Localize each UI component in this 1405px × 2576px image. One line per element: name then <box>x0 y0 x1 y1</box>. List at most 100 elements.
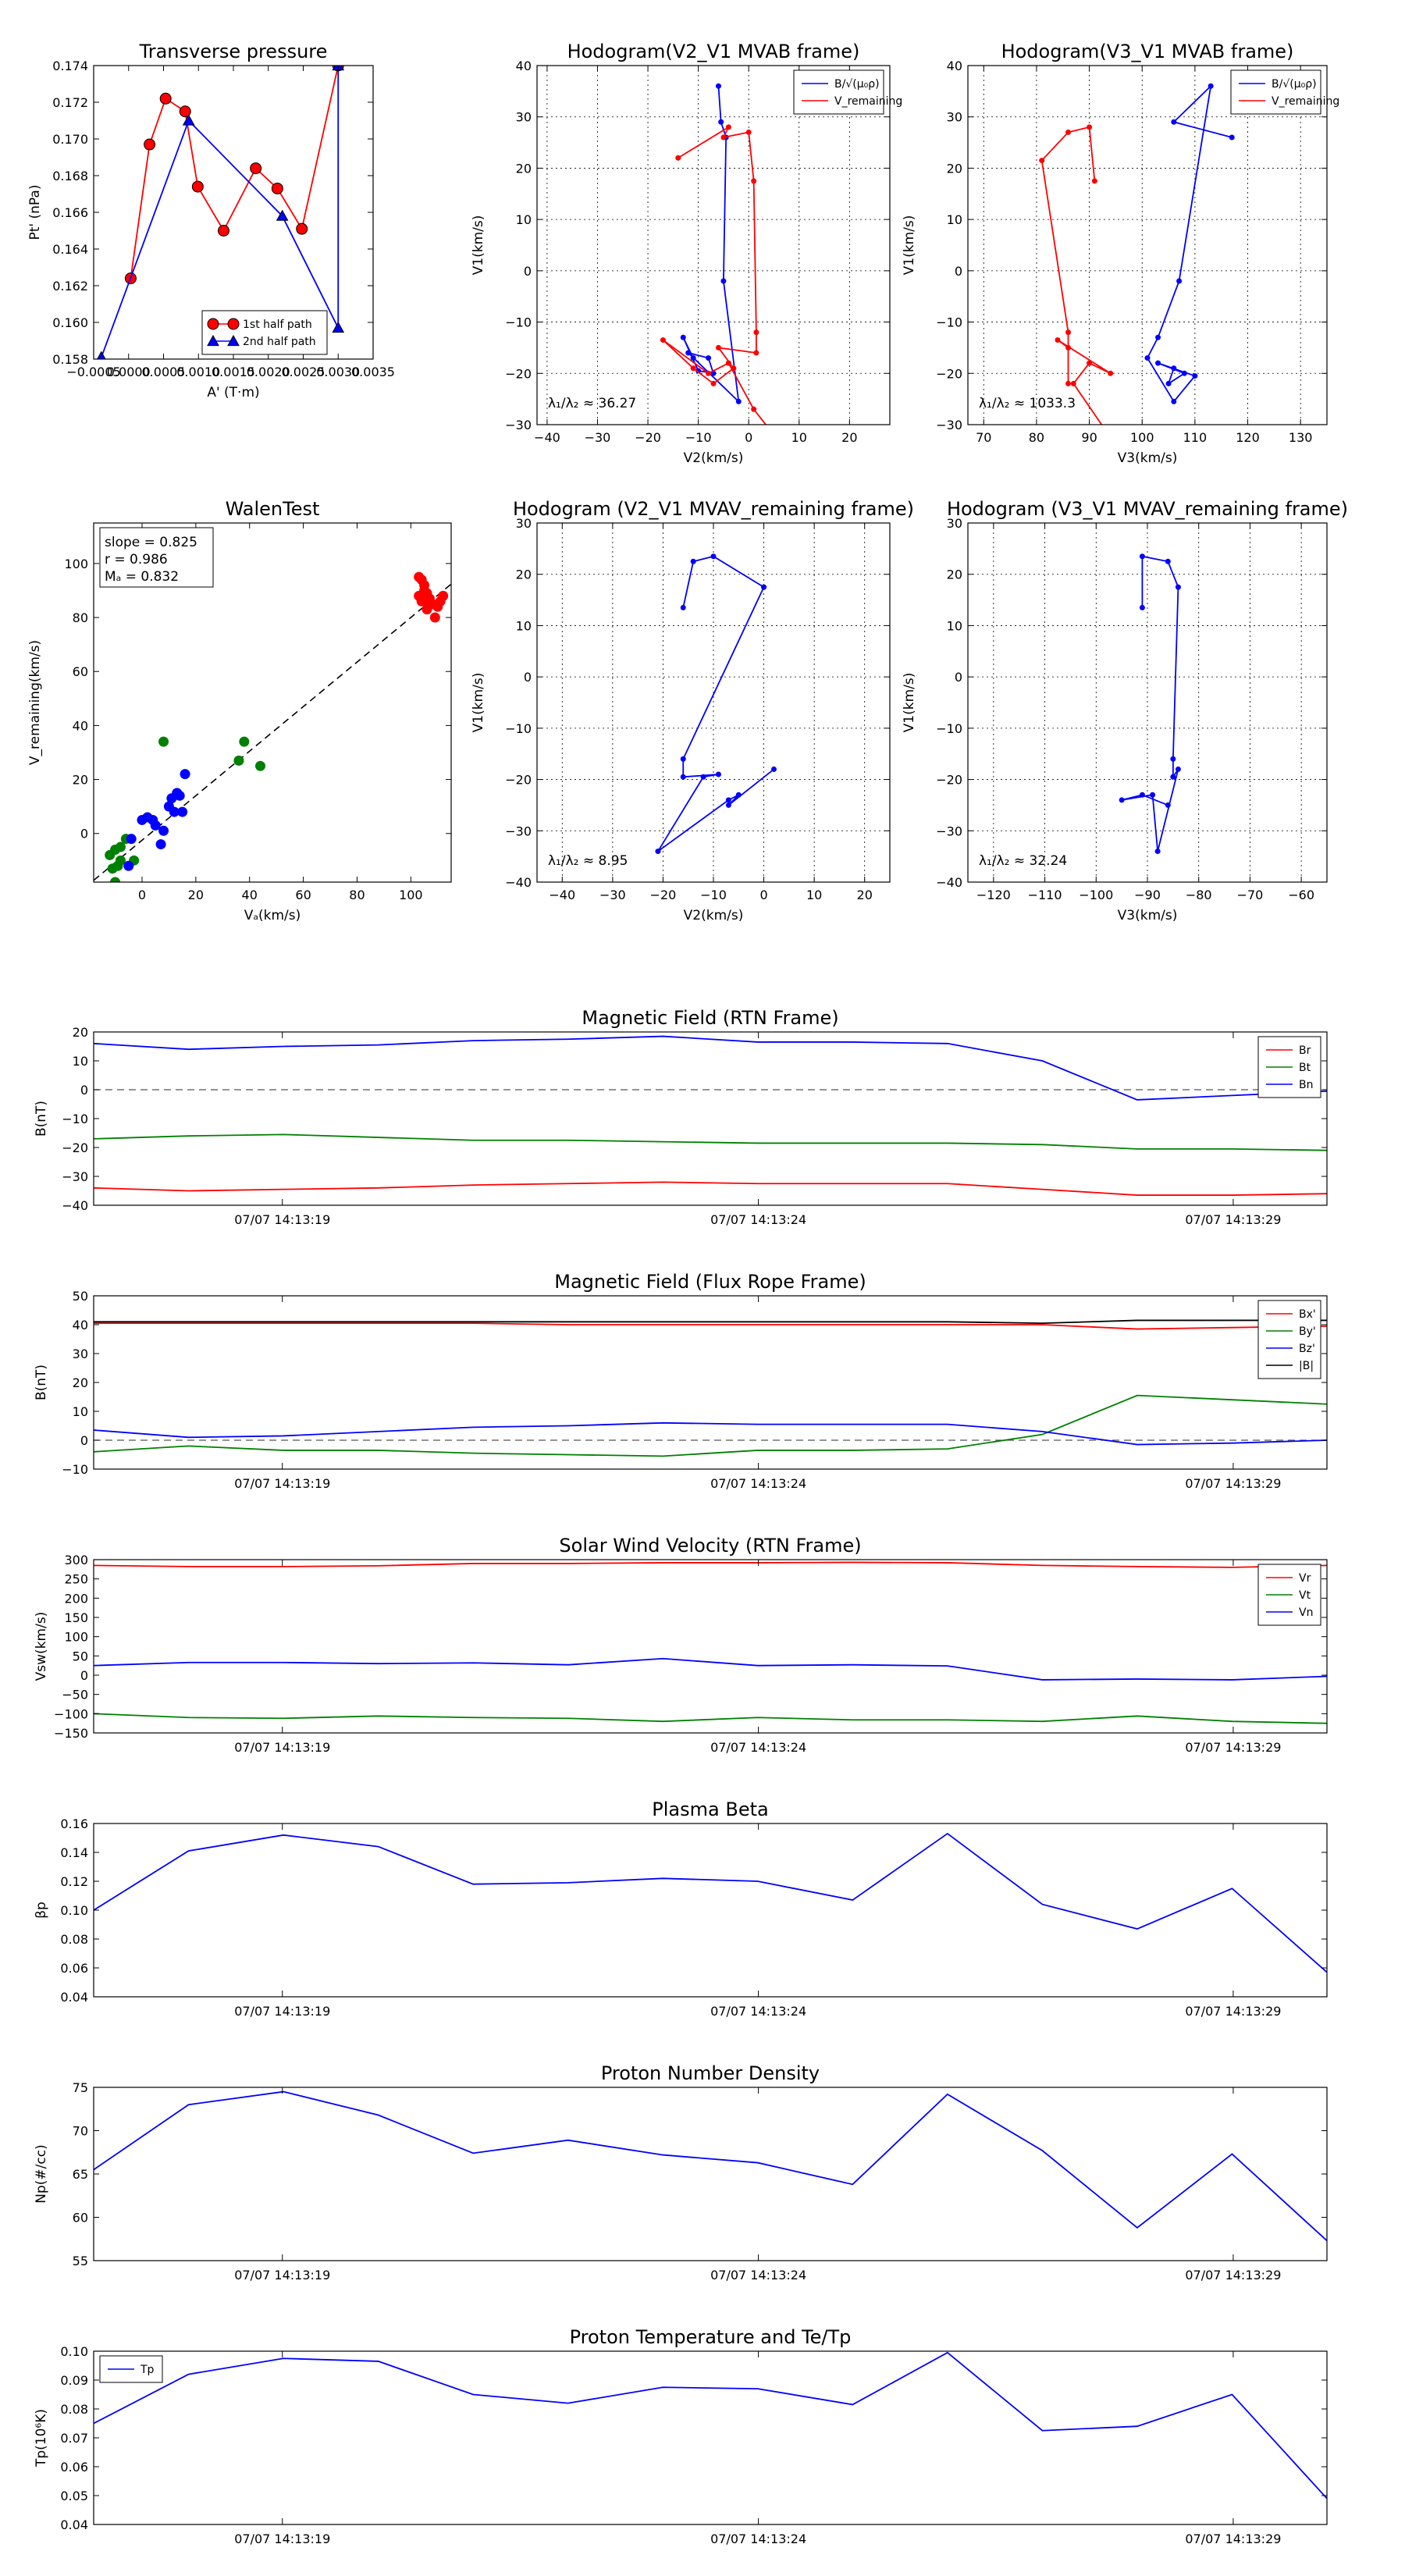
x-tick-label: 0.0035 <box>351 365 395 379</box>
data-point <box>1139 604 1145 610</box>
data-point <box>1113 443 1119 448</box>
data-point <box>770 766 777 772</box>
x-tick-label: 0.0015 <box>212 365 255 379</box>
legend-label: Bz' <box>1299 1343 1315 1355</box>
data-point <box>1055 337 1061 343</box>
x-tick-label: −90 <box>1134 888 1161 902</box>
y-tick-label: −10 <box>936 315 962 330</box>
y-tick-label: −30 <box>505 824 532 838</box>
data-point <box>150 820 161 831</box>
y-tick-label: 0.10 <box>60 1903 88 1918</box>
data-point <box>1192 373 1198 379</box>
chart-hodogram_v2_v1_mvav: −40 −30 −20 −10 0 10 20 −40 −30 −20 −10 0 10 20 30Hodo… <box>471 498 914 923</box>
x-tick-label: 0.0000 <box>107 365 151 379</box>
x-tick-label: 07/07 14:13:24 <box>710 2004 806 2019</box>
chart-title: Hodogram (V2_V1 MVAV_remaining frame) <box>513 498 914 520</box>
y-tick-label: 0.166 <box>52 205 88 220</box>
plot-area <box>1119 553 1181 855</box>
y-tick-label: 20 <box>516 568 532 582</box>
data-point <box>725 797 731 803</box>
y-tick-label: 10 <box>947 618 962 633</box>
y-axis-label: Tp(10⁶K) <box>34 2409 49 2467</box>
chart-title: Hodogram (V3_V1 MVAV_remaining frame) <box>947 498 1348 520</box>
x-tick-label: −120 <box>976 888 1011 902</box>
series-line <box>662 125 767 425</box>
plot-area <box>94 2351 1327 2500</box>
y-tick-label: 0 <box>80 827 88 841</box>
y-axis-label: V_remaining(km/s) <box>27 640 43 765</box>
y-tick-label: 10 <box>947 212 962 227</box>
axes-frame <box>93 2087 1328 2261</box>
data-point <box>419 580 430 591</box>
data-point <box>725 360 731 366</box>
data-point <box>239 736 250 747</box>
y-tick-label: 10 <box>73 1054 88 1069</box>
y-tick-label: 0 <box>955 264 962 279</box>
legend-marker <box>207 334 219 347</box>
axes-frame <box>93 1031 1328 1206</box>
series-V_remaining <box>655 553 777 855</box>
data-point <box>1087 360 1093 366</box>
data-point <box>1165 380 1172 386</box>
data-point <box>660 337 666 343</box>
legend-label: Bt <box>1299 1062 1311 1074</box>
x-tick-label: 0 <box>759 888 767 902</box>
data-point <box>414 590 425 601</box>
data-point <box>690 355 696 361</box>
y-tick-label: 0.14 <box>60 1845 88 1860</box>
x-tick-label: 70 <box>976 430 991 445</box>
plot-area <box>94 571 451 882</box>
y-tick-label: 100 <box>64 1630 88 1645</box>
x-tick-label: −30 <box>599 888 626 902</box>
series-line-Bx' <box>94 1322 1327 1330</box>
y-tick-label: 10 <box>516 212 532 227</box>
data-point <box>1139 792 1145 798</box>
data-point <box>1065 129 1072 135</box>
series-V_remaining <box>1119 553 1181 855</box>
legend-label: V_remaining <box>1272 95 1339 108</box>
y-axis-label: Pt' (nPa) <box>27 185 43 240</box>
y-tick-label: 20 <box>947 568 962 582</box>
plot-area <box>94 2090 1327 2242</box>
x-tick-label: 100 <box>399 888 423 902</box>
data-point <box>250 162 262 175</box>
legend-label: By' <box>1299 1325 1316 1338</box>
x-tick-label: 0.0010 <box>176 365 220 379</box>
x-tick-label: −60 <box>1288 888 1314 902</box>
y-tick-label: 150 <box>64 1610 88 1625</box>
stats-line: r = 0.986 <box>105 552 168 568</box>
y-axis-label: V1(km/s) <box>902 673 917 733</box>
data-point <box>1175 584 1181 590</box>
data-point <box>710 380 717 386</box>
data-point <box>422 604 432 615</box>
y-tick-label: 0.174 <box>52 59 88 73</box>
data-point <box>97 350 106 359</box>
y-tick-label: 200 <box>64 1591 88 1606</box>
chart-magnetic_field_rtn: −40 −30 −20 −10 0 10 20 07/07 14:13:19 07/07 14:… <box>34 1007 1328 1227</box>
y-tick-label: −150 <box>54 1726 88 1741</box>
x-tick-label: 20 <box>841 430 857 445</box>
data-point <box>435 596 446 607</box>
chart-title: Magnetic Field (RTN Frame) <box>582 1007 838 1029</box>
series-line-Bt <box>94 1133 1327 1151</box>
y-tick-label: 10 <box>516 618 532 633</box>
data-point <box>126 834 137 845</box>
y-tick-label: 40 <box>73 718 88 733</box>
data-point <box>1087 124 1093 130</box>
x-axis-label: V3(km/s) <box>1118 908 1178 923</box>
y-tick-label: 0.158 <box>52 352 88 367</box>
x-tick-label: −70 <box>1237 888 1264 902</box>
x-tick-label: 100 <box>1130 430 1154 445</box>
legend-label: Vn <box>1299 1606 1313 1619</box>
data-point <box>680 756 686 762</box>
x-tick-label: 0.0020 <box>247 365 290 379</box>
data-point <box>1170 774 1176 780</box>
y-tick-label: 20 <box>73 1375 88 1390</box>
chart-hodogram_v3_v1_mvav: −120 −110 −100 −90 −80 −70 −60−40−30−20−100102… <box>902 498 1348 923</box>
data-point <box>706 370 712 376</box>
series-component 2 <box>105 736 266 882</box>
y-tick-label: −40 <box>936 875 962 890</box>
y-tick-label: −10 <box>62 1462 88 1477</box>
x-tick-label: 20 <box>857 888 873 902</box>
legend: 1st half path 2nd half path <box>201 310 328 355</box>
